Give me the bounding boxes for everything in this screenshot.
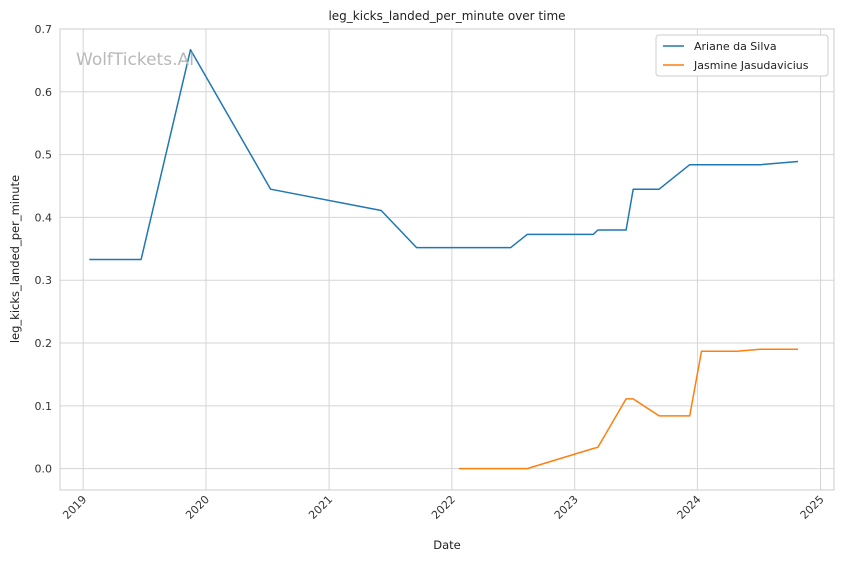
x-tick-label: 2021 — [306, 493, 335, 522]
series-lines — [89, 48, 799, 470]
y-axis-ticks: 0.0 0.1 0.2 0.3 0.4 0.5 0.6 0.7 — [35, 23, 53, 476]
y-tick-label: 0.5 — [35, 149, 53, 162]
y-tick-label: 0.6 — [35, 86, 53, 99]
x-tick-label: 2020 — [183, 493, 212, 522]
x-tick-label: 2025 — [798, 493, 827, 522]
series-line-2 — [458, 348, 798, 470]
x-tick-label: 2024 — [675, 493, 704, 522]
x-axis-title: Date — [433, 538, 461, 552]
y-tick-label: 0.2 — [35, 337, 53, 350]
legend-label: Jasmine Jasudavicius — [693, 59, 809, 72]
legend: Ariane da Silva Jasmine Jasudavicius — [655, 34, 829, 77]
y-tick-label: 0.0 — [35, 463, 53, 476]
y-axis-title: leg_kicks_landed_per_minute — [8, 175, 22, 343]
x-tick-label: 2019 — [60, 493, 89, 522]
y-tick-label: 0.4 — [35, 211, 53, 224]
x-axis-ticks: 2019 2020 2021 2022 2023 2024 2025 — [60, 493, 826, 522]
y-tick-label: 0.3 — [35, 274, 53, 287]
legend-box — [655, 34, 829, 77]
y-tick-label: 0.1 — [35, 400, 53, 413]
plot-frame — [59, 28, 835, 491]
watermark: WolfTickets.AI — [76, 50, 194, 70]
y-tick-label: 0.7 — [35, 23, 53, 36]
x-tick-label: 2022 — [429, 493, 458, 522]
chart-title: leg_kicks_landed_per_minute over time — [328, 9, 565, 23]
series-line-1 — [89, 48, 799, 261]
grid — [60, 28, 834, 490]
x-tick-label: 2023 — [552, 493, 581, 522]
legend-label: Ariane da Silva — [694, 40, 777, 53]
